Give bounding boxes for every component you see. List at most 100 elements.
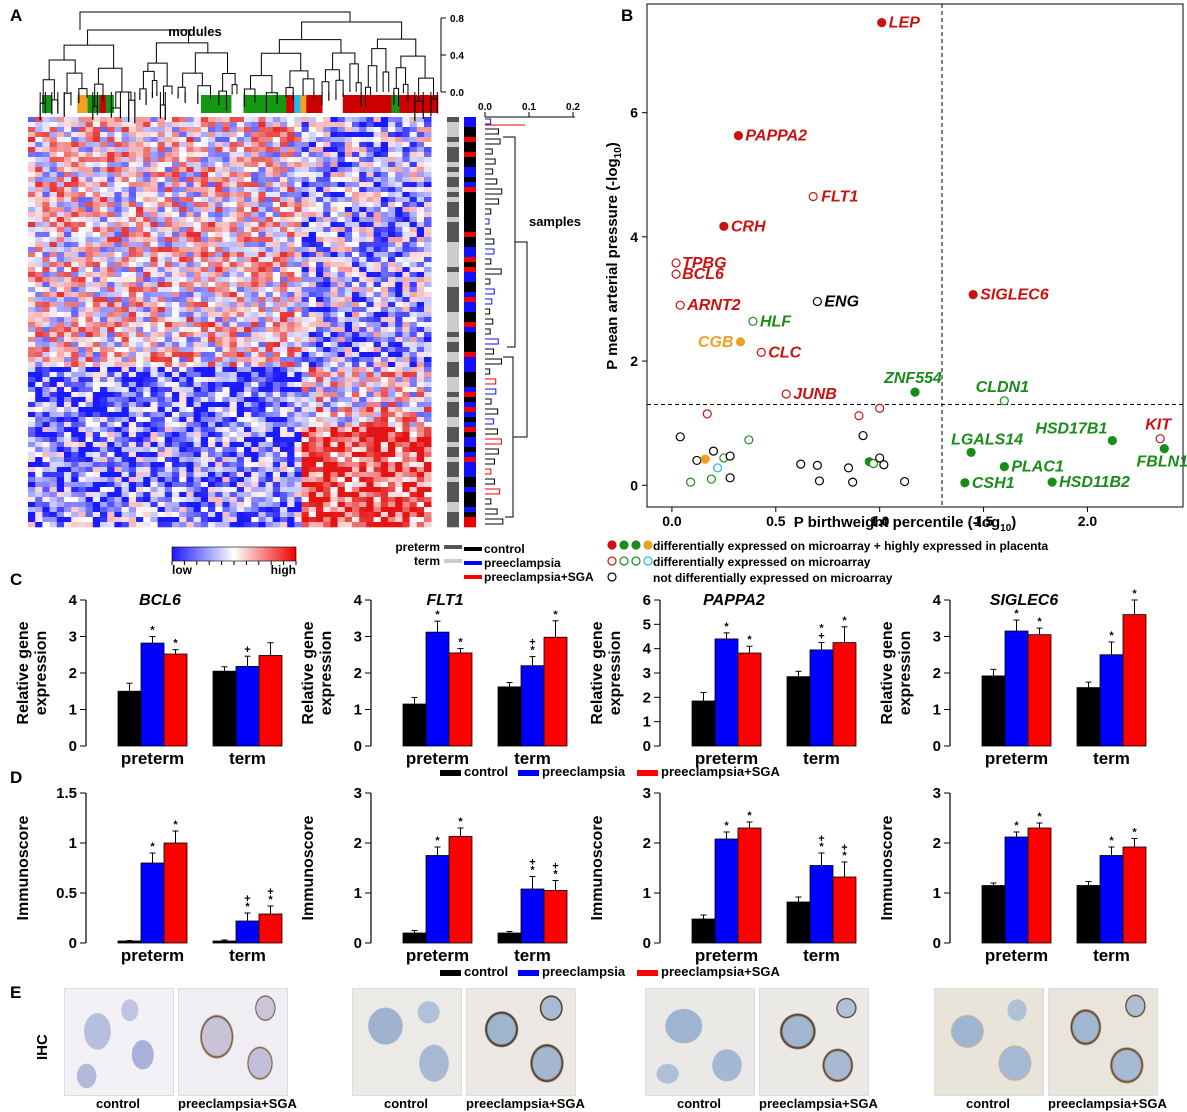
heatmap-cell — [208, 327, 216, 333]
heatmap-cell — [344, 482, 353, 488]
heatmap-cell — [265, 427, 274, 433]
heatmap-cell — [222, 447, 230, 453]
heatmap-cell — [200, 442, 209, 448]
heatmap-cell — [229, 492, 238, 498]
heatmap-cell — [416, 282, 425, 288]
heatmap-cell — [136, 307, 144, 313]
heatmap-cell — [380, 382, 389, 388]
heatmap-cell — [42, 152, 50, 158]
heatmap-cell — [49, 207, 58, 213]
heatmap-cell — [208, 142, 216, 148]
heatmap-cell — [251, 322, 259, 328]
heatmap-cell — [229, 282, 238, 288]
heatmap-cell — [373, 312, 382, 318]
heatmap-cell — [316, 457, 324, 463]
heatmap-cell — [395, 407, 403, 413]
heatmap-cell — [272, 407, 281, 413]
heatmap-cell — [344, 352, 353, 358]
heatmap-cell — [128, 237, 137, 243]
heatmap-cell — [107, 292, 115, 298]
heatmap-cell — [164, 417, 173, 423]
dendrogram-branch — [301, 21, 403, 40]
heatmap-cell — [373, 217, 382, 223]
heatmap-cell — [244, 282, 252, 288]
heatmap-cell — [164, 462, 173, 468]
heatmap-cell — [402, 142, 410, 148]
heatmap-cell — [28, 217, 36, 223]
heatmap-cell — [287, 172, 295, 178]
heatmap-cell — [287, 497, 295, 503]
heatmap-cell — [193, 347, 202, 353]
heatmap-cell — [107, 192, 115, 198]
heatmap-cell — [272, 432, 281, 438]
heatmap-cell — [388, 497, 396, 503]
heatmap-cell — [179, 507, 187, 513]
heatmap-cell — [373, 207, 382, 213]
heatmap-cell — [272, 177, 281, 183]
heatmap-cell — [337, 152, 346, 158]
heatmap-cell — [179, 522, 187, 528]
heatmap-cell — [416, 147, 425, 153]
heatmap-cell — [186, 412, 194, 418]
heatmap-cell — [186, 352, 194, 358]
heatmap-cell — [229, 252, 238, 258]
heatmap-cell — [121, 372, 130, 378]
heatmap-cell — [200, 422, 209, 428]
heatmap-cell — [150, 132, 158, 138]
heatmap-cell — [64, 257, 72, 263]
gestational-age-bar — [447, 347, 459, 353]
heatmap-cell — [222, 172, 230, 178]
heatmap-cell — [229, 322, 238, 328]
heatmap-cell — [280, 407, 288, 413]
heatmap-cell — [215, 242, 223, 248]
heatmap-cell — [359, 362, 367, 368]
heatmap-cell — [114, 467, 122, 473]
heatmap-cell — [251, 127, 259, 133]
heatmap-cell — [164, 367, 173, 373]
heatmap-cell — [388, 417, 396, 423]
heatmap-cell — [222, 357, 230, 363]
dendrogram-branch — [66, 72, 83, 94]
heatmap-cell — [128, 387, 137, 393]
sample-branch — [485, 498, 492, 505]
heatmap-cell — [157, 152, 166, 158]
heatmap-cell — [150, 202, 158, 208]
heatmap-cell — [172, 392, 180, 398]
heatmap-cell — [388, 427, 396, 433]
heatmap-cell — [136, 242, 144, 248]
heatmap-cell — [143, 207, 151, 213]
heatmap-cell — [416, 417, 425, 423]
heatmap-cell — [56, 237, 65, 243]
heatmap-cell — [395, 442, 403, 448]
heatmap-cell — [143, 497, 151, 503]
heatmap-cell — [344, 252, 353, 258]
heatmap-cell — [280, 477, 288, 483]
heatmap-cell — [308, 197, 317, 203]
heatmap-cell — [272, 142, 281, 148]
heatmap-cell — [287, 482, 295, 488]
heatmap-cell — [337, 497, 346, 503]
heatmap-cell — [301, 522, 310, 528]
heatmap-cell — [409, 147, 418, 153]
heatmap-cell — [200, 412, 209, 418]
heatmap-cell — [28, 352, 36, 358]
heatmap-cell — [424, 147, 432, 153]
heatmap-cell — [222, 457, 230, 463]
gestational-age-bar — [447, 477, 459, 483]
heatmap-cell — [366, 172, 374, 178]
heatmap-cell — [114, 157, 122, 163]
heatmap-cell — [344, 127, 353, 133]
heatmap-cell — [337, 472, 346, 478]
heatmap-cell — [272, 382, 281, 388]
heatmap-cell — [301, 397, 310, 403]
heatmap-cell — [352, 357, 360, 363]
heatmap-cell — [323, 262, 331, 268]
heatmap-cell — [402, 522, 410, 528]
heatmap-cell — [150, 277, 158, 283]
heatmap-cell — [64, 212, 72, 218]
heatmap-cell — [344, 437, 353, 443]
heatmap-cell — [179, 312, 187, 318]
heatmap-cell — [222, 297, 230, 303]
heatmap-cell — [164, 282, 173, 288]
heatmap-cell — [85, 342, 94, 348]
